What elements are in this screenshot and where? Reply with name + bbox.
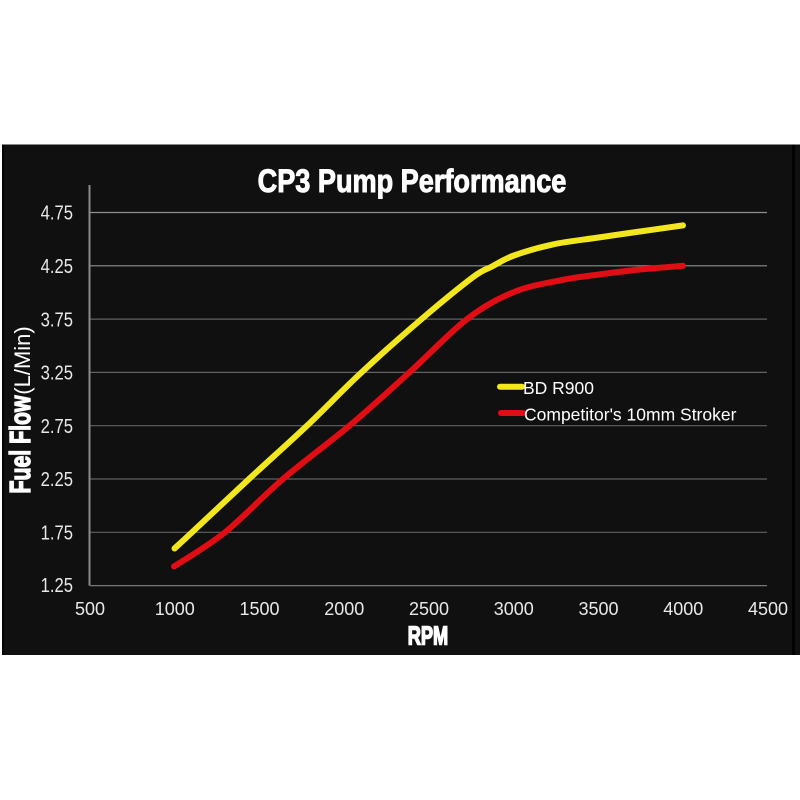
- svg-text:3000: 3000: [494, 599, 534, 619]
- svg-text:2000: 2000: [324, 599, 364, 619]
- svg-text:2.75: 2.75: [41, 414, 73, 437]
- svg-text:Fuel Flow: Fuel Flow: [5, 395, 37, 493]
- svg-text:3.25: 3.25: [41, 361, 73, 384]
- svg-text:1.25: 1.25: [41, 574, 73, 597]
- svg-text:3.75: 3.75: [41, 308, 73, 331]
- svg-text:1500: 1500: [239, 599, 279, 619]
- svg-text:4.75: 4.75: [41, 201, 73, 224]
- svg-text:4500: 4500: [748, 599, 788, 619]
- svg-text:2.25: 2.25: [41, 468, 73, 491]
- svg-text:1000: 1000: [155, 599, 195, 619]
- svg-text:1.75: 1.75: [41, 521, 73, 544]
- svg-text:3500: 3500: [578, 599, 618, 619]
- svg-text:RPM: RPM: [408, 621, 448, 650]
- svg-text:4.25: 4.25: [41, 255, 73, 278]
- svg-text:500: 500: [75, 599, 105, 619]
- svg-text:4000: 4000: [663, 599, 703, 619]
- svg-text:CP3 Pump Performance: CP3 Pump Performance: [258, 164, 567, 200]
- svg-text:2500: 2500: [409, 599, 449, 619]
- svg-text:BD R900: BD R900: [523, 378, 594, 398]
- svg-text:Competitor's 10mm Stroker: Competitor's 10mm Stroker: [524, 404, 737, 424]
- svg-text:(L/Min): (L/Min): [10, 326, 35, 394]
